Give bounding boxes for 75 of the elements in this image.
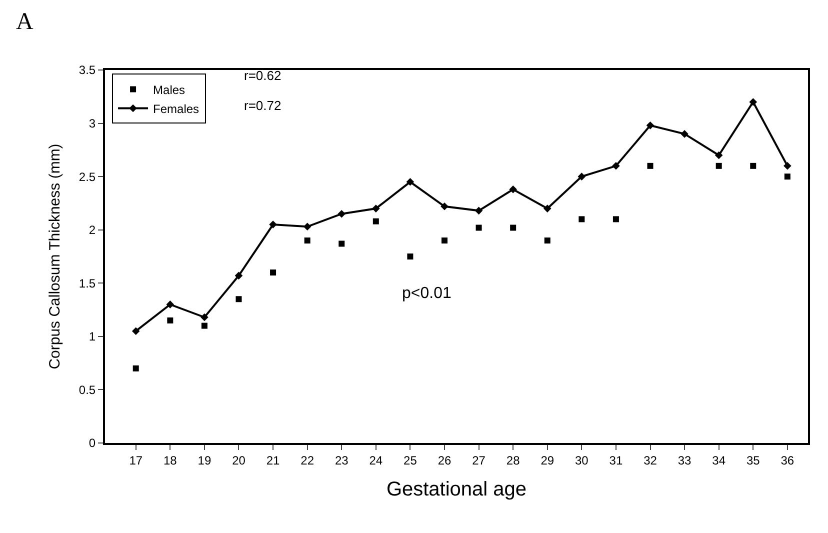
x-tick-label: 32 xyxy=(644,453,658,468)
point xyxy=(680,130,688,138)
x-tick-label: 20 xyxy=(232,453,246,468)
y-tick-label: 2.5 xyxy=(78,170,96,184)
x-tick-label: 17 xyxy=(129,453,143,468)
point xyxy=(612,216,619,222)
x-tick-label: 18 xyxy=(163,453,178,468)
x-tick-label: 24 xyxy=(369,453,383,468)
y-tick-label: 2 xyxy=(88,223,96,238)
text: A xyxy=(16,9,34,35)
x-tick-label: 30 xyxy=(574,453,589,468)
point xyxy=(543,204,552,212)
point xyxy=(372,204,380,212)
y-tick-label: 3.5 xyxy=(78,63,96,78)
point xyxy=(647,162,654,169)
x-tick-label: 27 xyxy=(472,453,486,468)
point xyxy=(236,296,242,302)
point xyxy=(200,313,208,322)
point xyxy=(201,322,208,329)
x-tick-label: 34 xyxy=(712,453,726,468)
x-tick-label: 33 xyxy=(678,453,692,468)
point xyxy=(510,224,516,231)
x-tick-label: 22 xyxy=(300,453,314,468)
point xyxy=(612,162,620,170)
x-tick-label: 36 xyxy=(780,453,794,468)
point xyxy=(406,178,414,186)
x-tick-label: 29 xyxy=(540,453,554,468)
point xyxy=(338,240,345,247)
point xyxy=(578,172,586,180)
point xyxy=(714,151,723,160)
point xyxy=(234,272,243,280)
point xyxy=(544,238,550,244)
x-tick-label: 19 xyxy=(198,453,212,468)
y-tick-label: 0.5 xyxy=(78,382,96,397)
point xyxy=(269,220,277,228)
point xyxy=(784,162,792,170)
annotation: r=0.72 xyxy=(244,98,282,113)
point xyxy=(784,174,790,180)
x-tick-label: 26 xyxy=(438,453,452,468)
annotation: r=0.62 xyxy=(244,68,282,83)
annotation: p<0.01 xyxy=(402,285,452,302)
point xyxy=(372,218,379,224)
point xyxy=(270,269,276,276)
y-tick-label: 3 xyxy=(88,116,96,130)
y-axis-title: Corpus Callosum Thickness (mm) xyxy=(46,144,64,370)
point xyxy=(646,122,654,130)
point xyxy=(476,224,482,231)
point xyxy=(166,300,174,308)
point xyxy=(749,98,758,106)
x-axis-title: Gestational age xyxy=(386,478,527,500)
point xyxy=(132,327,140,335)
point xyxy=(440,202,448,210)
point xyxy=(303,222,312,231)
y-tick-label: 0 xyxy=(88,436,96,450)
point xyxy=(132,365,139,372)
point xyxy=(578,216,585,222)
point xyxy=(750,162,756,169)
legend-label: Females xyxy=(153,102,200,116)
legend-label: Males xyxy=(153,82,186,97)
x-tick-label: 25 xyxy=(404,453,418,468)
x-tick-label: 23 xyxy=(334,453,349,468)
x-tick-label: 31 xyxy=(609,453,623,468)
point xyxy=(474,206,483,215)
point xyxy=(442,238,448,244)
point xyxy=(407,254,414,260)
x-tick-label: 35 xyxy=(746,453,760,468)
point xyxy=(304,238,310,244)
point xyxy=(338,210,346,218)
y-tick-label: 1 xyxy=(88,330,96,344)
point xyxy=(716,162,722,169)
y-tick-label: 1.5 xyxy=(78,276,96,290)
x-tick-label: 21 xyxy=(266,453,280,468)
x-tick-label: 28 xyxy=(506,453,520,468)
point xyxy=(509,185,517,194)
point xyxy=(167,317,174,324)
